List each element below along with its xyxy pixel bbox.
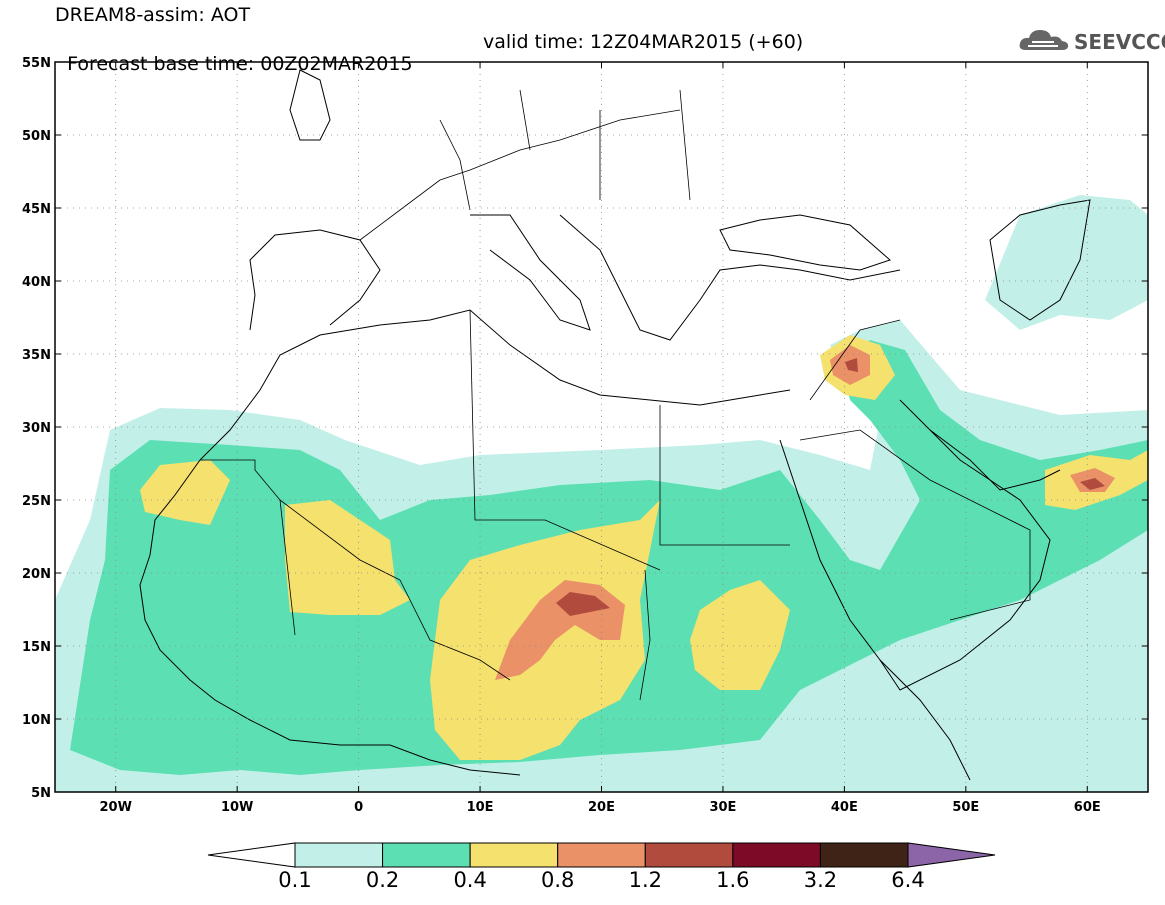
colorbar-box [819,842,909,868]
seevccc-logo: SEEVCCC [1018,26,1165,54]
coastline-black-sea [719,214,891,271]
lat-tick-label: 30N [22,421,51,436]
country-borders [200,89,1031,701]
colorbar-box [382,842,471,868]
border-europe-2 [439,89,691,211]
valid-time: valid time: 12Z04MAR2015 (+60) [483,31,804,53]
colorbar-box [557,842,646,868]
coastline-red-sea-arabia [779,399,1051,691]
lat-tick-label: 55N [22,56,51,71]
colorbar-box [644,842,734,868]
colorbar-label: 1.2 [629,868,662,892]
aot-region-caspian [985,195,1148,330]
lon-tick-label: 20W [100,800,132,815]
colorbar-box [294,842,384,868]
graticule [55,62,1148,792]
forecast-base-time: Forecast base time: 00Z02MAR2015 [67,53,413,75]
aot-region-red-1 [556,592,610,616]
lat-tick-label: 45N [22,202,51,217]
coastline-east-africa [879,659,971,781]
border-libya-egypt [659,405,790,546]
cloud-icon [1019,30,1069,50]
colorbar-box [732,842,821,868]
logo-text: SEEVCCC [1074,30,1165,54]
border-mauritania [200,459,296,636]
colorbar-label: 0.2 [366,868,399,892]
colorbar-label: 0.8 [541,868,574,892]
lon-tick-label: 60E [1074,800,1101,815]
aot-region-yellow-3 [690,580,790,690]
border-chad-sudan [639,569,651,701]
colorbar-low-triangle [207,842,296,868]
aot-region-red-2 [1080,478,1105,490]
coastline-balkans-greece [559,214,901,341]
coastline-persian-gulf [929,429,1061,491]
aot-region-yellow-1 [285,500,410,615]
chart-title: DREAM8-assim: AOT [55,4,251,26]
lon-tick-label: 10E [467,800,494,815]
colorbar-label: 0.4 [453,868,486,892]
colorbar-label: 0.1 [278,868,311,892]
lat-tick-label: 20N [22,567,51,582]
border-europe-1 [359,109,681,241]
coastline-britain [289,69,331,141]
lon-tick-label: 30E [709,800,736,815]
colorbar-label: 1.6 [716,868,749,892]
border-niger [399,579,511,681]
lat-tick-label: 5N [31,786,51,801]
lon-tick-label: 50E [952,800,979,815]
colorbar-box [469,842,559,868]
axis-labels: 55N 50N 45N 40N 35N 30N 25N 20N 15N 10N 5N 20W 10W 0 1… [22,56,1148,815]
colorbar-high-triangle [907,842,996,868]
border-algeria-mali [279,499,401,581]
aot-field [55,195,1148,792]
border-iraq [809,319,901,401]
lat-tick-label: 10N [22,713,51,728]
coastline-italy [470,214,591,331]
lon-tick-label: 20E [588,800,615,815]
lat-tick-label: 25N [22,494,51,509]
coastline-west-africa [139,459,521,776]
lon-tick-label: 40E [831,800,858,815]
coastline-caspian [989,199,1091,321]
border-saudi [799,429,1031,621]
lat-tick-label: 15N [22,640,51,655]
lat-tick-label: 50N [22,129,51,144]
colorbar-label: 6.4 [891,868,924,892]
aot-region-red-3 [845,358,858,372]
lat-tick-label: 40N [22,275,51,290]
border-libya-chad [469,309,661,571]
lat-tick-label: 35N [22,348,51,363]
forecast-time-line: Forecast base time: 00Z02MAR2015 valid t… [55,31,803,97]
lon-tick-label: 0 [354,800,363,815]
colorbar: 0.1 0.2 0.4 0.8 1.2 1.6 3.2 6.4 [207,842,996,892]
coastline-iberia [249,229,381,331]
aot-region-yellow-4 [140,460,230,525]
lon-tick-label: 10W [221,800,253,815]
colorbar-label: 3.2 [804,868,837,892]
